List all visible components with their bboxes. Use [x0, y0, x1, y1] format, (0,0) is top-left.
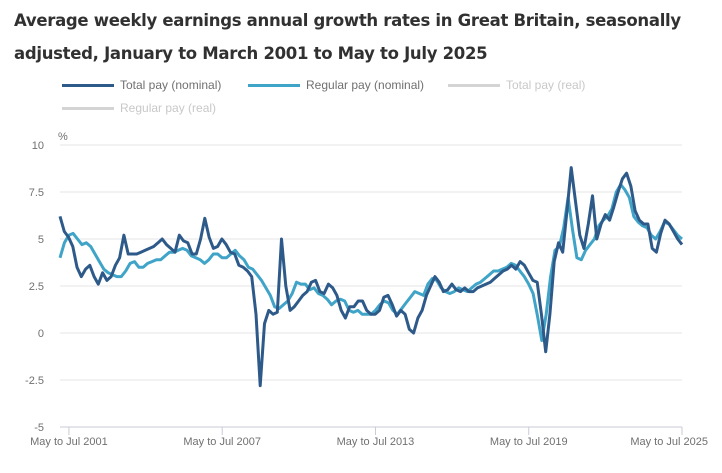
x-tick-label: May to Jul 2019	[490, 436, 568, 448]
x-tick-label: May to Jul 2013	[337, 436, 415, 448]
legend-label: Regular pay (real)	[120, 101, 217, 115]
chart-title: Average weekly earnings annual growth ra…	[14, 11, 681, 63]
x-tick-label: May to Jul 2007	[183, 436, 261, 448]
y-tick-label: 7.5	[29, 187, 44, 199]
series-line-regular-pay-nominal	[58, 183, 683, 342]
y-tick-label: 2.5	[29, 281, 44, 293]
y-tick-label: -5	[34, 422, 44, 434]
legend-label: Regular pay (nominal)	[306, 78, 425, 92]
legend-label: Total pay (nominal)	[120, 78, 222, 92]
x-tick-label: May to Jul 2001	[30, 436, 108, 448]
y-tick-label: 5	[38, 234, 44, 246]
y-axis-unit-label: %	[58, 131, 68, 143]
legend-item-total-pay-nominal[interactable]: Total pay (nominal)	[62, 78, 221, 92]
y-tick-label: 10	[32, 140, 44, 152]
legend-item-regular-pay-nominal[interactable]: Regular pay (nominal)	[248, 78, 424, 92]
series-line-total-pay-nominal	[58, 166, 684, 388]
legend-label: Total pay (real)	[506, 78, 586, 92]
legend-swatch	[248, 83, 300, 87]
legend-swatch	[62, 106, 114, 110]
x-tick-label: May to Jul 2025	[630, 436, 708, 448]
legend-swatch	[448, 83, 500, 87]
y-tick-label: -2.5	[25, 375, 44, 387]
legend-swatch	[62, 83, 114, 87]
legend-item-total-pay-real[interactable]: Total pay (real)	[448, 78, 585, 92]
legend-item-regular-pay-real[interactable]: Regular pay (real)	[62, 101, 216, 115]
y-tick-label: 0	[38, 328, 44, 340]
